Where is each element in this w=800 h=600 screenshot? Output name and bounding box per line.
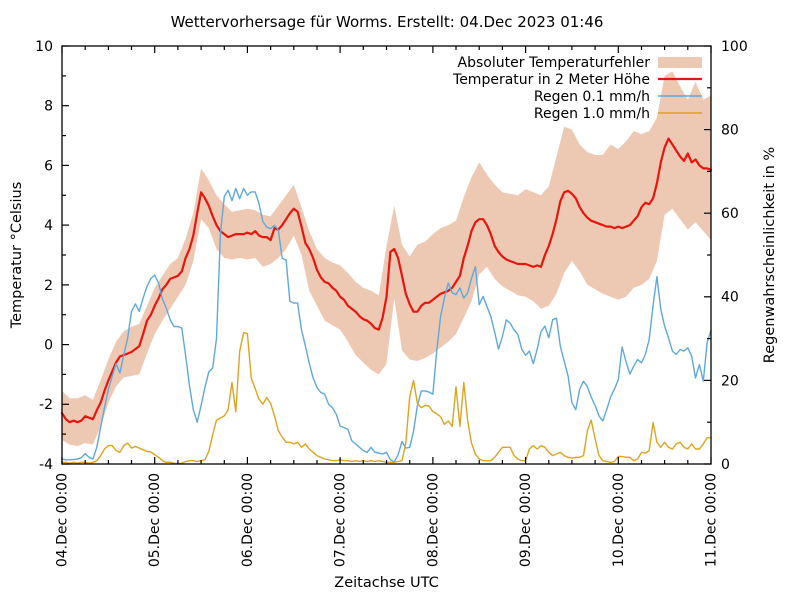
x-axis-label: Zeitachse UTC xyxy=(334,575,439,591)
y-left-tick-label: 0 xyxy=(44,338,53,354)
x-tick-label: 05.Dec 00:00 xyxy=(147,473,163,567)
x-tick-label: 08.Dec 00:00 xyxy=(425,473,441,567)
error-band xyxy=(62,71,711,447)
x-tick-label: 07.Dec 00:00 xyxy=(333,473,349,567)
legend-label-temperature-2m: Temperatur in 2 Meter Höhe xyxy=(452,72,650,88)
y-right-tick-label: 40 xyxy=(721,290,739,306)
y-left-tick-label: -4 xyxy=(39,457,53,473)
y-left-tick-label: -2 xyxy=(39,397,53,413)
y-right-tick-label: 100 xyxy=(721,39,748,55)
legend-label-rain-10: Regen 1.0 mm/h xyxy=(534,106,650,122)
y-right-tick-label: 80 xyxy=(721,123,739,139)
y-left-tick-label: 10 xyxy=(35,39,53,55)
temperature-2m-line xyxy=(60,137,713,424)
x-tick-label: 09.Dec 00:00 xyxy=(518,473,534,567)
x-tick-label: 06.Dec 00:00 xyxy=(240,473,256,567)
x-tick-label: 11.Dec 00:00 xyxy=(704,473,720,567)
chart-title: Wettervorhersage für Worms. Erstellt: 04… xyxy=(170,13,604,31)
x-tick-label: 10.Dec 00:00 xyxy=(611,473,627,567)
rain-01-line xyxy=(61,187,712,463)
x-tick-label: 04.Dec 00:00 xyxy=(55,473,71,567)
y-right-tick-label: 60 xyxy=(721,206,739,222)
legend-label-rain-01: Regen 0.1 mm/h xyxy=(534,89,650,105)
legend-swatch-error-band xyxy=(658,57,702,68)
y-left-tick-label: 8 xyxy=(44,99,53,115)
y-right-tick-label: 20 xyxy=(721,373,739,389)
y-left-tick-label: 6 xyxy=(44,158,53,174)
y-right-tick-label: 0 xyxy=(721,457,730,473)
y-left-tick-label: 4 xyxy=(44,218,53,234)
legend-label-error-band: Absoluter Temperaturfehler xyxy=(458,55,651,71)
y-left-tick-label: 2 xyxy=(44,278,53,294)
